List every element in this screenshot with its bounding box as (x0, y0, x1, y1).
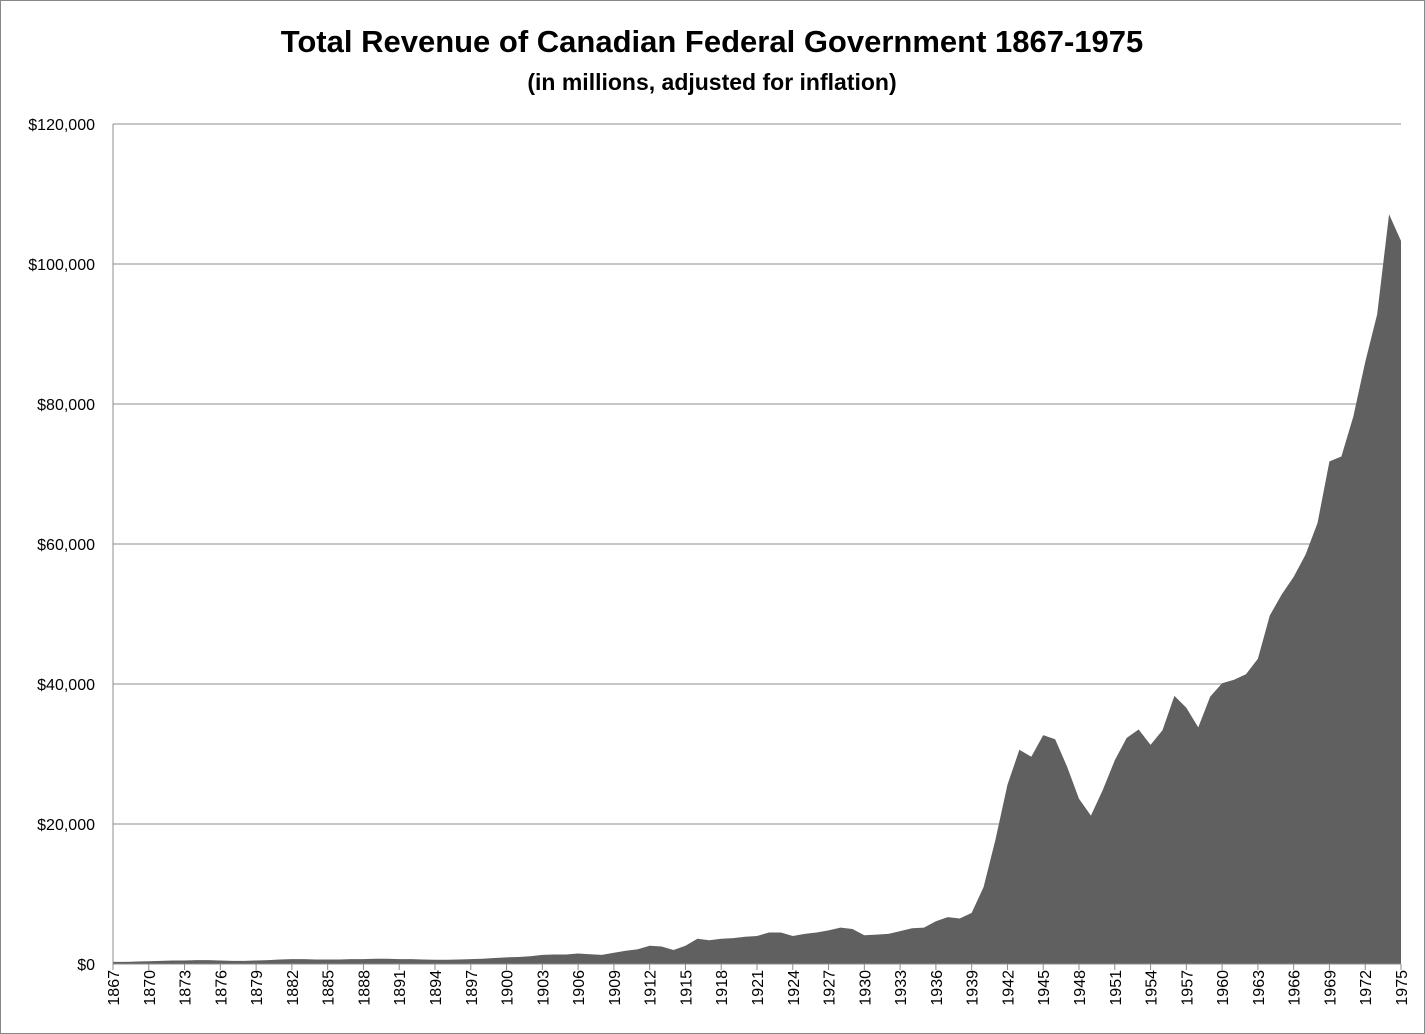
x-tick-label: 1885 (321, 970, 338, 1006)
x-tick-label: 1969 (1322, 970, 1339, 1006)
x-tick-label: 1966 (1287, 970, 1304, 1006)
x-tick-label: 1960 (1215, 970, 1232, 1006)
x-tick-label: 1972 (1358, 970, 1375, 1006)
x-tick-label: 1903 (535, 970, 552, 1006)
x-tick-label: 1927 (822, 970, 839, 1006)
y-tick-label: $100,000 (28, 257, 95, 274)
x-tick-label: 1906 (571, 970, 588, 1006)
x-tick-label: 1936 (929, 970, 946, 1006)
y-tick-label: $0 (77, 957, 95, 974)
x-tick-label: 1948 (1072, 970, 1089, 1006)
x-tick-label: 1924 (786, 970, 803, 1006)
x-tick-label: 1954 (1144, 970, 1161, 1006)
y-tick-label: $20,000 (37, 817, 95, 834)
x-tick-label: 1939 (965, 970, 982, 1006)
y-tick-label: $40,000 (37, 677, 95, 694)
x-tick-label: 1933 (893, 970, 910, 1006)
x-tick-label: 1873 (178, 970, 195, 1006)
x-tick-label: 1945 (1036, 970, 1053, 1006)
x-tick-label: 1975 (1394, 970, 1411, 1006)
x-tick-label: 1942 (1000, 970, 1017, 1006)
x-tick-label: 1876 (213, 970, 230, 1006)
chart-title: Total Revenue of Canadian Federal Govern… (281, 24, 1144, 59)
x-tick-label: 1951 (1108, 970, 1125, 1006)
x-tick-label: 1915 (678, 970, 695, 1006)
x-tick-label: 1882 (285, 970, 302, 1006)
x-tick-label: 1918 (714, 970, 731, 1006)
x-tick-label: 1897 (464, 970, 481, 1006)
x-tick-label: 1921 (750, 970, 767, 1006)
x-tick-label: 1879 (249, 970, 266, 1006)
x-tick-label: 1930 (857, 970, 874, 1006)
area (113, 214, 1401, 965)
x-tick-label: 1912 (643, 970, 660, 1006)
x-tick-label: 1957 (1179, 970, 1196, 1006)
x-tick-label: 1909 (607, 970, 624, 1006)
y-tick-label: $120,000 (28, 117, 95, 134)
x-tick-label: 1888 (356, 970, 373, 1006)
y-tick-label: $60,000 (37, 537, 95, 554)
chart-subtitle: (in millions, adjusted for inflation) (527, 69, 896, 95)
x-tick-label: 1891 (392, 970, 409, 1006)
x-tick-label: 1870 (142, 970, 159, 1006)
x-tick-label: 1900 (500, 970, 517, 1006)
x-tick-label: 1894 (428, 970, 445, 1006)
x-tick-label: 1867 (106, 970, 123, 1006)
y-tick-label: $80,000 (37, 397, 95, 414)
x-tick-label: 1963 (1251, 970, 1268, 1006)
